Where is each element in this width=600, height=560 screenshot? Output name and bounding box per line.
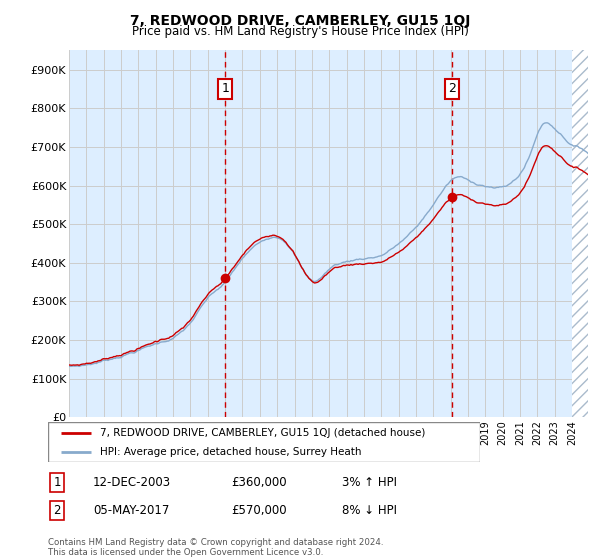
Text: £570,000: £570,000 <box>231 504 287 517</box>
Text: 05-MAY-2017: 05-MAY-2017 <box>93 504 169 517</box>
Text: 8% ↓ HPI: 8% ↓ HPI <box>342 504 397 517</box>
Text: 12-DEC-2003: 12-DEC-2003 <box>93 476 171 489</box>
Text: 7, REDWOOD DRIVE, CAMBERLEY, GU15 1QJ: 7, REDWOOD DRIVE, CAMBERLEY, GU15 1QJ <box>130 14 470 28</box>
Text: Contains HM Land Registry data © Crown copyright and database right 2024.
This d: Contains HM Land Registry data © Crown c… <box>48 538 383 557</box>
Text: HPI: Average price, detached house, Surrey Heath: HPI: Average price, detached house, Surr… <box>100 447 361 458</box>
Text: 2: 2 <box>448 82 456 95</box>
Text: 3% ↑ HPI: 3% ↑ HPI <box>342 476 397 489</box>
Text: 1: 1 <box>53 476 61 489</box>
Bar <box>572 50 588 417</box>
Text: 7, REDWOOD DRIVE, CAMBERLEY, GU15 1QJ (detached house): 7, REDWOOD DRIVE, CAMBERLEY, GU15 1QJ (d… <box>100 428 425 438</box>
Text: £360,000: £360,000 <box>231 476 287 489</box>
FancyBboxPatch shape <box>48 422 480 462</box>
Text: 2: 2 <box>53 504 61 517</box>
Text: Price paid vs. HM Land Registry's House Price Index (HPI): Price paid vs. HM Land Registry's House … <box>131 25 469 38</box>
Text: 1: 1 <box>221 82 229 95</box>
